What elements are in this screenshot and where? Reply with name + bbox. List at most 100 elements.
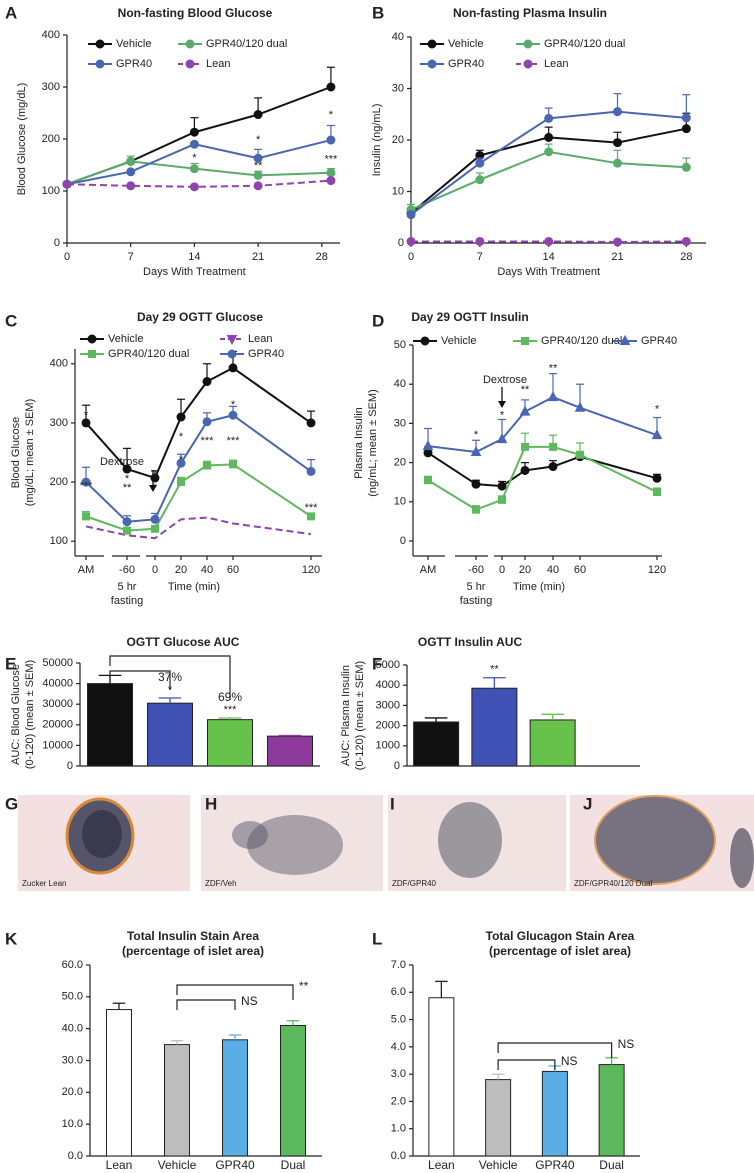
marker [185, 59, 195, 69]
error-bar [424, 717, 448, 722]
bar [87, 683, 133, 767]
marker [176, 458, 186, 468]
legend-label: GPR40 [641, 335, 677, 347]
marker [203, 461, 211, 470]
chart-panel: F OGTT Insulin AUC 0 1000 2000 3000 4000 5000 AU… [340, 635, 640, 772]
y-axis-label: Insulin (ng/mL) [371, 104, 383, 177]
y-tick-label: 10 [394, 496, 406, 508]
series-line [427, 451, 658, 488]
y-tick-label: 0 [398, 237, 404, 249]
marker [202, 417, 212, 427]
bar [471, 687, 518, 767]
marker [653, 488, 661, 496]
marker [548, 462, 558, 472]
legend-label: Vehicle [448, 38, 483, 50]
comparison-bracket [109, 670, 171, 690]
marker [123, 526, 131, 535]
x-tick-label: 20 [175, 564, 187, 576]
annotation: * [192, 152, 197, 164]
marker [613, 158, 622, 168]
bar [267, 735, 313, 767]
chart-title: Non-fasting Plasma Insulin [453, 6, 607, 20]
error-bar [278, 734, 302, 737]
legend-label: GPR40 [448, 58, 484, 70]
chart-title: Total Glucagon Stain Area [486, 929, 635, 943]
legend-label: GPR40/120 dual [206, 38, 287, 50]
panel-letter: L [372, 929, 382, 948]
y-tick-label: 300 [42, 81, 60, 93]
series-line [85, 463, 312, 532]
islet [438, 802, 502, 878]
y-tick-label: 100 [50, 535, 68, 547]
y-tick-label: 30 [392, 82, 404, 94]
series-line [66, 179, 331, 188]
marker [126, 167, 136, 177]
bar [529, 719, 576, 767]
marker [681, 236, 691, 246]
x-tick-label: 7 [128, 251, 134, 263]
marker [202, 377, 212, 387]
error-bar [286, 1020, 300, 1026]
y-tick-label: 50.0 [62, 991, 83, 1003]
legend-label: Lean [206, 58, 230, 70]
bar [106, 1009, 132, 1157]
error-bar [491, 1073, 505, 1080]
x-sub-label: fasting [111, 595, 143, 607]
marker [228, 410, 238, 420]
panel-letter: K [5, 929, 18, 948]
marker [496, 433, 508, 444]
y-tick-label: 2000 [376, 720, 400, 732]
annotation: *** [80, 480, 94, 492]
series-line [66, 160, 331, 186]
marker [420, 336, 430, 346]
legend-label: Vehicle [108, 333, 143, 345]
chart-panel: A Non-fasting Blood Glucose 0 100 200 300 400 B… [5, 3, 340, 278]
x-tick-label: 40 [547, 564, 559, 576]
significance-label: NS [618, 1037, 635, 1051]
marker [126, 156, 136, 166]
y-tick-label: 30000 [42, 698, 73, 710]
marker [613, 107, 622, 117]
y-tick-label: 0 [400, 535, 406, 547]
y-tick-label: 100 [42, 185, 60, 197]
error-bar [483, 677, 506, 689]
annotation: * [179, 454, 184, 466]
marker [150, 514, 160, 524]
x-tick-label: -60 [119, 564, 135, 576]
significance-label: ** [299, 979, 309, 993]
annotation: ** [254, 160, 263, 172]
y-tick-label: 5000 [376, 659, 400, 671]
marker [613, 138, 622, 148]
y-tick-label: 1000 [376, 740, 400, 752]
y-tick-label: 2.0 [391, 1095, 406, 1107]
series-line [66, 139, 332, 186]
marker [326, 82, 336, 92]
y-tick-label: 10.0 [62, 1118, 83, 1130]
marker [523, 59, 533, 69]
y-tick-label: 200 [42, 133, 60, 145]
marker [651, 429, 663, 440]
marker [521, 442, 529, 451]
arrow-head [498, 401, 506, 408]
y-tick-label: 7.0 [391, 959, 406, 971]
chart-panel: D Day 29 OGTT Insulin 0 10 20 30 40 50 Plasma In… [353, 310, 677, 607]
significance-label: NS [241, 994, 258, 1008]
marker [424, 476, 432, 485]
x-tick-label: AM [420, 564, 437, 576]
y-axis-label: (0-120) (mean ± SEM) [354, 661, 366, 770]
significance-label: *** [224, 704, 238, 716]
marker [229, 460, 237, 469]
chart-title: Total Insulin Stain Area [127, 929, 259, 943]
marker [652, 473, 662, 483]
marker [427, 39, 437, 49]
comparison-bracket [497, 1042, 613, 1058]
panel-letter: A [5, 3, 17, 22]
series-line [85, 414, 312, 523]
y-tick-label: 0 [67, 760, 73, 772]
legend-label: GPR40 [248, 348, 284, 360]
marker [307, 512, 315, 521]
marker [475, 236, 485, 246]
y-tick-label: 40 [392, 31, 404, 43]
bar [598, 1064, 625, 1157]
marker [406, 210, 416, 220]
